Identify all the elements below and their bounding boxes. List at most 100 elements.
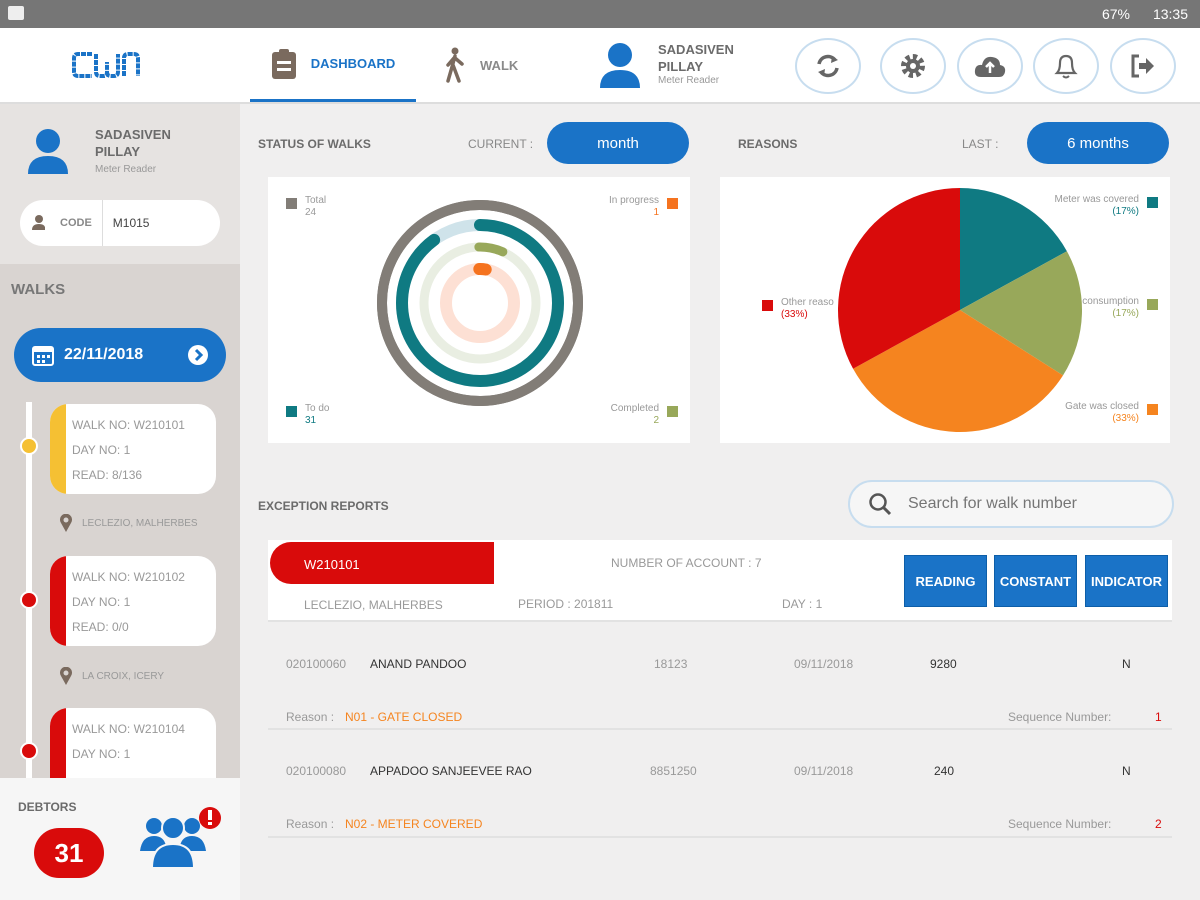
reading-button[interactable]: READING <box>904 555 987 607</box>
account-number: 020100060 <box>286 657 347 671</box>
date-selector-button[interactable]: 22/11/2018 <box>14 328 226 382</box>
panel-title: STATUS OF WALKS <box>258 137 371 151</box>
walk-status-bar <box>50 404 66 494</box>
legend-value: 31 <box>305 415 317 426</box>
logout-icon <box>1131 54 1154 78</box>
legend-label: Total <box>305 195 327 206</box>
period-dropdown[interactable]: month <box>547 122 689 164</box>
exception-row[interactable]: 020100060 ANAND PANDOO 18123 09/11/2018 … <box>268 624 1172 730</box>
cloud-upload-icon <box>974 56 1006 77</box>
legend-consumption: consumption (17%) <box>1082 296 1158 320</box>
ring-completed <box>474 242 508 257</box>
tab-dashboard[interactable]: DASHBOARD <box>250 28 416 102</box>
walk-search-box[interactable] <box>848 480 1174 528</box>
search-icon <box>869 493 892 516</box>
meter-number: 8851250 <box>650 764 697 778</box>
upload-button[interactable] <box>957 38 1023 94</box>
location-name: LECLEZIO, MALHERBES <box>82 517 198 529</box>
label: PERIOD : <box>518 597 571 611</box>
indicator-flag: N <box>1122 764 1131 778</box>
user-name: SADASIVEN <box>95 127 171 142</box>
cwa-logo <box>72 52 140 78</box>
reasons-pie-chart <box>838 188 1082 432</box>
legend-swatch <box>1147 299 1158 310</box>
ring-track <box>440 263 520 343</box>
walk-day: DAY NO: 1 <box>72 747 131 761</box>
user-key-icon <box>32 215 45 230</box>
debtors-count-badge[interactable]: 31 <box>34 828 104 878</box>
customer-name: ANAND PANDOO <box>370 657 467 671</box>
pie-slice-gate-was-closed[interactable] <box>853 310 1064 432</box>
tab-label: WALK <box>480 57 519 73</box>
code-label: CODE <box>60 200 103 246</box>
walk-card[interactable]: WALK NO: W210101 DAY NO: 1 READ: 8/136 <box>50 404 216 494</box>
timeline-dot <box>20 437 38 455</box>
walk-number: WALK NO: W210102 <box>72 570 185 584</box>
pie-slice-meter-was-covered[interactable] <box>960 188 1067 310</box>
walk-period: PERIOD : 201811 <box>518 597 613 611</box>
pie-slice-other-reaso[interactable] <box>838 188 960 369</box>
exception-reports-title: EXCEPTION REPORTS <box>258 497 389 515</box>
legend-swatch <box>762 300 773 311</box>
legend-value: (33%) <box>781 309 808 320</box>
user-role: Meter Reader <box>95 164 157 175</box>
walk-number: WALK NO: W210101 <box>72 418 185 432</box>
status-of-walks-panel: STATUS OF WALKS CURRENT : month Total 24 … <box>240 104 714 462</box>
legend-completed: Completed 2 <box>611 403 678 427</box>
gear-icon <box>901 54 925 78</box>
reading-date: 09/11/2018 <box>794 764 854 778</box>
walk-read: READ: 0/0 <box>72 620 129 634</box>
value: 1 <box>815 597 823 611</box>
legend-swatch <box>286 198 297 209</box>
ring-to-do <box>396 219 564 387</box>
label: DAY : <box>782 597 813 611</box>
walk-number: WALK NO: W210104 <box>72 722 185 736</box>
logout-button[interactable] <box>1110 38 1176 94</box>
reason-label: Reason : <box>286 710 335 724</box>
legend-label: Meter was covered <box>1054 194 1139 205</box>
legend-label: Completed <box>610 403 659 414</box>
reading-value: 240 <box>934 764 955 778</box>
notifications-button[interactable] <box>1033 38 1099 94</box>
header-user: SADASIVEN PILLAY Meter Reader <box>658 41 734 86</box>
pie-slice-consumption[interactable] <box>960 251 1082 376</box>
status-chart-card: Total 24 In progress 1 To do 31 Completed 2 <box>268 177 690 443</box>
last-label: LAST : <box>962 137 999 151</box>
calendar-icon <box>32 346 54 366</box>
chevron-right-circle-icon <box>188 345 208 365</box>
period-dropdown[interactable]: 6 months <box>1027 122 1169 164</box>
walk-location: LECLEZIO, MALHERBES <box>304 598 443 612</box>
selected-date: 22/11/2018 <box>64 346 144 363</box>
tab-walk[interactable]: WALK <box>444 28 518 102</box>
legend-label: To do <box>305 403 330 414</box>
walk-day: DAY : 1 <box>782 597 822 611</box>
android-status-bar: 67% 13:35 <box>0 0 1200 28</box>
user-name: PILLAY <box>95 144 141 159</box>
exception-row[interactable]: 020100080 APPADOO SANJEEVEE RAO 8851250 … <box>268 732 1172 838</box>
timeline-dot <box>20 742 38 760</box>
meter-number: 18123 <box>654 657 688 671</box>
walk-status-bar <box>50 708 66 798</box>
ring-total <box>377 200 583 406</box>
clock: 13:35 <box>1152 6 1188 22</box>
legend-value: (17%) <box>1112 206 1139 217</box>
debtors-group-icon[interactable] <box>140 806 226 876</box>
sync-button[interactable] <box>795 38 861 94</box>
legend-value: 24 <box>305 207 317 218</box>
search-input[interactable] <box>908 495 1148 513</box>
reading-value: 9280 <box>930 657 957 671</box>
panel-title: REASONS <box>738 137 798 151</box>
settings-button[interactable] <box>880 38 946 94</box>
account-number: 020100080 <box>286 764 347 778</box>
walk-card[interactable]: WALK NO: W210102 DAY NO: 1 READ: 0/0 <box>50 556 216 646</box>
sequence-value: 1 <box>1155 710 1162 724</box>
battery-level: 67% <box>1101 6 1130 22</box>
indicator-button[interactable]: INDICATOR <box>1085 555 1168 607</box>
constant-button[interactable]: CONSTANT <box>994 555 1077 607</box>
current-label: CURRENT : <box>468 137 534 151</box>
walk-status-bar <box>50 556 66 646</box>
timeline-line <box>26 402 32 778</box>
legend-value: (17%) <box>1112 308 1139 319</box>
account-count: NUMBER OF ACCOUNT : 7 <box>611 556 762 570</box>
user-avatar-icon <box>600 43 640 88</box>
